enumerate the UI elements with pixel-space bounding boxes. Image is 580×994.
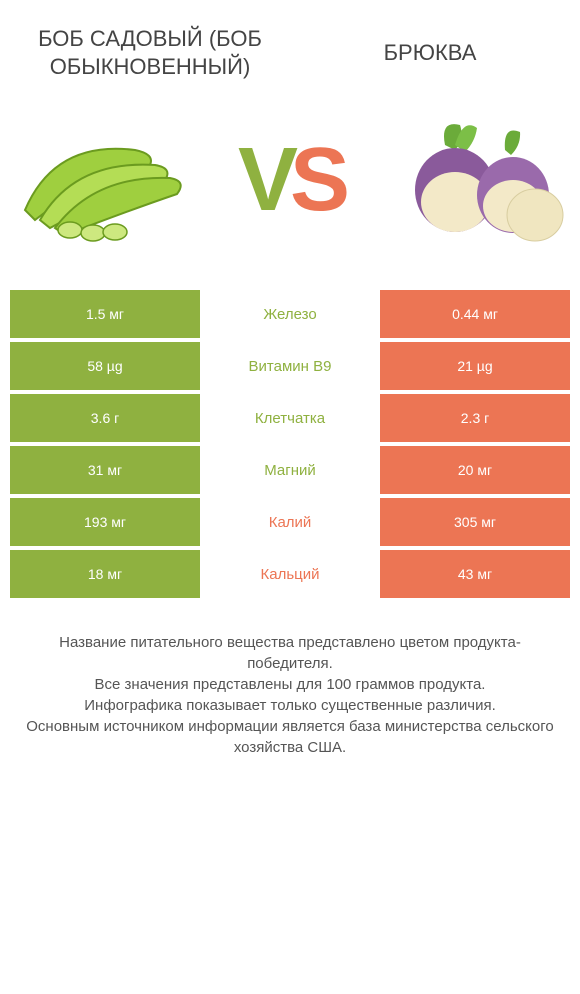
cell-nutrient-label: Витамин B9 <box>200 342 380 390</box>
table-row: 3.6 гКлетчатка2.3 г <box>10 394 570 442</box>
title-left: БОБ САДОВЫЙ (БОБ ОБЫКНОВЕННЫЙ) <box>10 25 290 80</box>
vs-label: VS <box>238 135 342 225</box>
table-row: 58 µgВитамин B921 µg <box>10 342 570 390</box>
vs-v: V <box>238 135 290 225</box>
cell-right-value: 2.3 г <box>380 394 570 442</box>
cell-nutrient-label: Магний <box>200 446 380 494</box>
footer-line: Основным источником информации является … <box>18 716 562 758</box>
title-right: БРЮКВА <box>290 39 570 67</box>
right-product-image <box>385 100 565 260</box>
cell-right-value: 305 мг <box>380 498 570 546</box>
images-row: VS <box>0 90 580 290</box>
footer-line: Все значения представлены для 100 граммо… <box>18 674 562 695</box>
cell-right-value: 0.44 мг <box>380 290 570 338</box>
titles-row: БОБ САДОВЫЙ (БОБ ОБЫКНОВЕННЫЙ) БРЮКВА <box>0 0 580 90</box>
cell-left-value: 18 мг <box>10 550 200 598</box>
infographic-container: БОБ САДОВЫЙ (БОБ ОБЫКНОВЕННЫЙ) БРЮКВА VS <box>0 0 580 788</box>
cell-right-value: 43 мг <box>380 550 570 598</box>
vs-s: S <box>290 135 342 225</box>
table-row: 1.5 мгЖелезо0.44 мг <box>10 290 570 338</box>
footer-line: Название питательного вещества представл… <box>18 632 562 674</box>
footer-line: Инфографика показывает только существенн… <box>18 695 562 716</box>
table-row: 31 мгМагний20 мг <box>10 446 570 494</box>
cell-right-value: 20 мг <box>380 446 570 494</box>
cell-left-value: 58 µg <box>10 342 200 390</box>
cell-nutrient-label: Клетчатка <box>200 394 380 442</box>
cell-nutrient-label: Калий <box>200 498 380 546</box>
table-row: 193 мгКалий305 мг <box>10 498 570 546</box>
cell-left-value: 1.5 мг <box>10 290 200 338</box>
comparison-table: 1.5 мгЖелезо0.44 мг58 µgВитамин B921 µg3… <box>0 290 580 632</box>
cell-left-value: 3.6 г <box>10 394 200 442</box>
footer-text: Название питательного вещества представл… <box>0 632 580 788</box>
cell-nutrient-label: Кальций <box>200 550 380 598</box>
cell-right-value: 21 µg <box>380 342 570 390</box>
cell-left-value: 193 мг <box>10 498 200 546</box>
table-row: 18 мгКальций43 мг <box>10 550 570 598</box>
left-product-image <box>15 100 195 260</box>
cell-nutrient-label: Железо <box>200 290 380 338</box>
cell-left-value: 31 мг <box>10 446 200 494</box>
